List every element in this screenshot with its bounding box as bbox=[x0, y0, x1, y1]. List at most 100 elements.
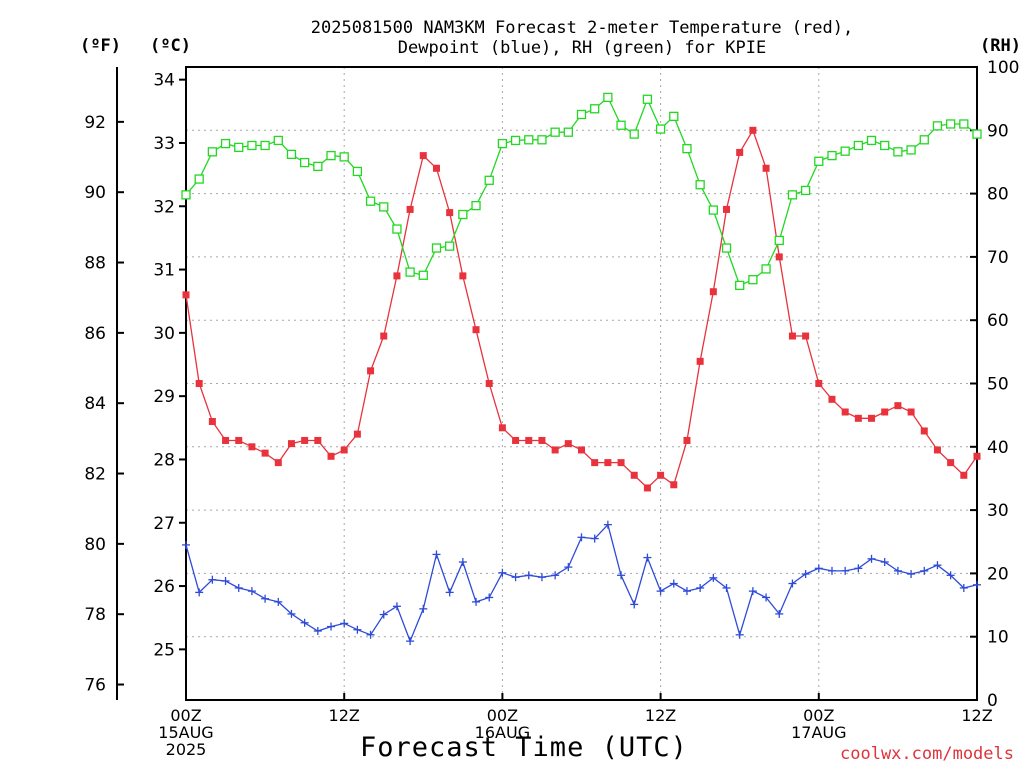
rh-tick-label: 30 bbox=[987, 501, 1009, 521]
x-tick-label: 12Z bbox=[328, 706, 360, 725]
celsius-tick-label: 34 bbox=[153, 71, 175, 91]
dewpoint-data-point bbox=[247, 587, 256, 596]
rh-data-point bbox=[234, 142, 244, 153]
rh-data-point bbox=[800, 185, 811, 196]
dewpoint-data-point bbox=[841, 566, 850, 575]
temperature-data-point bbox=[525, 436, 533, 444]
fahrenheit-tick-label: 82 bbox=[84, 465, 106, 485]
temperature-data-point bbox=[261, 449, 269, 457]
temperature-data-point bbox=[327, 452, 335, 460]
dewpoint-data-point bbox=[603, 520, 612, 529]
dewpoint-data-point bbox=[432, 550, 441, 559]
dewpoint-data-point bbox=[748, 587, 757, 596]
temperature-data-point bbox=[314, 436, 322, 444]
dewpoint-data-point bbox=[300, 618, 309, 627]
rh-data-point bbox=[748, 275, 758, 285]
rh-data-point bbox=[972, 129, 982, 139]
dewpoint-data-point bbox=[274, 597, 283, 606]
credit-text: coolwx.com/models bbox=[840, 744, 1014, 764]
dewpoint-data-point bbox=[577, 533, 586, 542]
rh-data-point bbox=[497, 138, 508, 149]
temperature-data-point bbox=[907, 408, 915, 416]
dewpoint-data-point bbox=[472, 597, 481, 606]
temperature-data-point bbox=[894, 402, 902, 410]
rh-data-point bbox=[616, 120, 626, 130]
dewpoint-data-point bbox=[208, 575, 217, 584]
chart-title-line1: 2025081500 NAM3KM Forecast 2-meter Tempe… bbox=[310, 18, 854, 38]
temperature-data-point bbox=[367, 367, 375, 375]
celsius-tick-label: 25 bbox=[153, 640, 175, 660]
dewpoint-data-point bbox=[392, 602, 401, 611]
dewpoint-data-point bbox=[893, 566, 902, 575]
celsius-tick-label: 32 bbox=[153, 197, 175, 217]
dewpoint-data-point bbox=[827, 566, 836, 575]
temperature-data-point bbox=[775, 253, 783, 261]
rh-data-point bbox=[945, 119, 956, 129]
temperature-data-point bbox=[828, 395, 836, 403]
temperature-data-point bbox=[591, 459, 599, 467]
dewpoint-data-point bbox=[854, 564, 863, 573]
rh-data-point bbox=[563, 127, 573, 137]
temperature-data-point bbox=[222, 436, 230, 444]
rh-tick-label: 80 bbox=[987, 185, 1009, 205]
rh-data-point bbox=[418, 270, 428, 280]
rh-data-point bbox=[339, 152, 349, 162]
dewpoint-data-point bbox=[366, 630, 375, 639]
temperature-data-point bbox=[432, 164, 440, 172]
dewpoint-data-point bbox=[419, 604, 428, 613]
temperature-data-point bbox=[788, 332, 796, 340]
x-tick-label: 12Z bbox=[644, 706, 677, 725]
rh-data-point bbox=[880, 140, 890, 151]
dewpoint-data-point bbox=[735, 630, 744, 639]
series-layer bbox=[181, 92, 982, 646]
temperature-data-point bbox=[406, 205, 414, 213]
rh-data-point bbox=[537, 135, 547, 145]
rh-data-point bbox=[761, 264, 771, 274]
dewpoint-data-point bbox=[801, 570, 810, 579]
dewpoint-data-point bbox=[973, 580, 981, 589]
temperature-data-point bbox=[182, 291, 190, 299]
dewpoint-data-point bbox=[221, 576, 230, 585]
rh-data-point bbox=[932, 121, 943, 131]
temperature-data-point bbox=[380, 332, 388, 340]
dewpoint-data-point bbox=[590, 534, 599, 543]
dewpoint-data-point bbox=[682, 587, 691, 596]
rh-data-point bbox=[524, 135, 534, 145]
rh-data-point bbox=[365, 196, 376, 206]
rh-data-point bbox=[576, 109, 587, 120]
temperature-data-point bbox=[512, 436, 520, 444]
temperature-data-point bbox=[538, 436, 546, 444]
celsius-tick-label: 28 bbox=[153, 450, 175, 470]
x-tick-label: 00Z 15AUG 2025 bbox=[158, 706, 214, 759]
dewpoint-data-point bbox=[722, 583, 731, 592]
dewpoint-data-point bbox=[788, 579, 797, 588]
rh-data-point bbox=[735, 280, 745, 291]
rh-data-point bbox=[959, 119, 969, 129]
temperature-data-point bbox=[881, 408, 889, 416]
rh-data-point bbox=[708, 205, 718, 215]
temperature-data-point bbox=[604, 459, 612, 467]
rh-data-point bbox=[181, 190, 191, 200]
rh-tick-label: 10 bbox=[987, 628, 1009, 648]
temperature-data-point bbox=[195, 380, 203, 387]
temperature-data-point bbox=[630, 471, 638, 479]
rh-data-point bbox=[721, 243, 732, 253]
temperature-data-point bbox=[564, 440, 572, 448]
fahrenheit-tick-label: 88 bbox=[84, 254, 106, 274]
temperature-data-point bbox=[683, 436, 691, 444]
celsius-tick-label: 30 bbox=[153, 324, 175, 344]
axes bbox=[116, 66, 978, 701]
temperature-data-point bbox=[498, 424, 506, 432]
rh-data-point bbox=[906, 145, 916, 155]
celsius-tick-label: 33 bbox=[153, 134, 175, 154]
temperature-data-point bbox=[960, 471, 968, 479]
temperature-data-point bbox=[459, 272, 467, 280]
x-tick-label: 00Z 16AUG bbox=[474, 706, 531, 742]
rh-data-point bbox=[247, 140, 257, 151]
rh-data-point bbox=[445, 241, 455, 251]
dewpoint-data-point bbox=[261, 594, 270, 603]
rh-data-point bbox=[550, 127, 560, 137]
rh-data-point bbox=[590, 104, 600, 114]
rh-data-point bbox=[194, 174, 204, 184]
temperature-data-point bbox=[248, 443, 256, 451]
